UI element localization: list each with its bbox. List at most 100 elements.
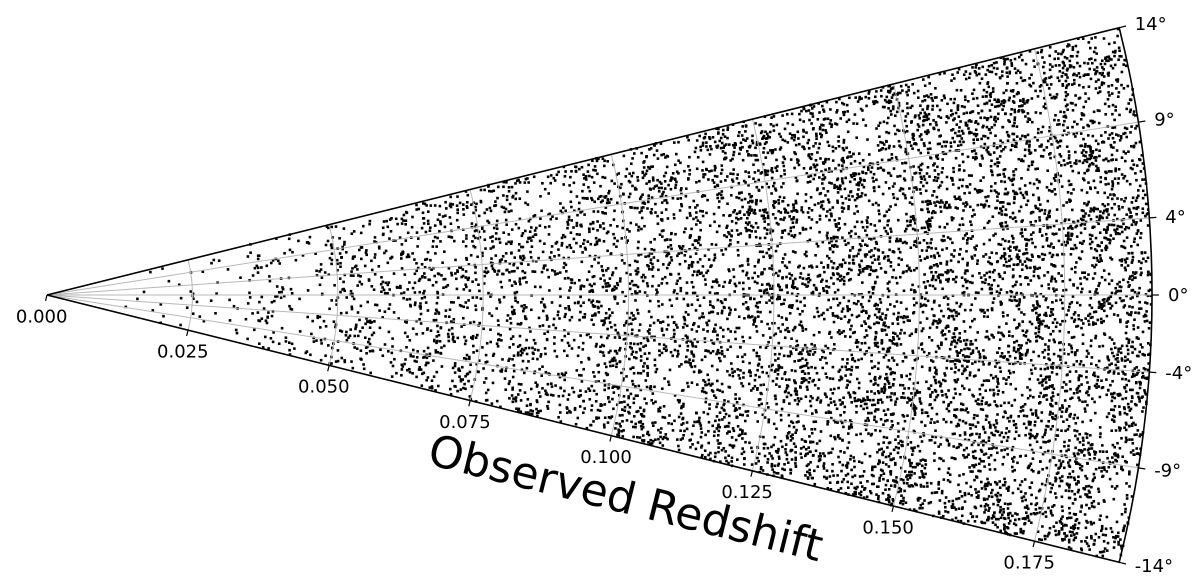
galaxy-point: [854, 96, 857, 99]
galaxy-point: [513, 291, 517, 295]
galaxy-point: [980, 487, 984, 490]
galaxy-point: [1013, 479, 1017, 482]
galaxy-point: [767, 223, 770, 226]
galaxy-point: [869, 326, 872, 330]
galaxy-point: [529, 330, 532, 333]
galaxy-point: [794, 199, 798, 203]
galaxy-point: [717, 434, 720, 437]
galaxy-point: [1108, 460, 1111, 464]
galaxy-point: [869, 223, 873, 226]
galaxy-point: [642, 345, 645, 349]
galaxy-point: [1125, 127, 1129, 130]
galaxy-point: [377, 245, 381, 249]
galaxy-point: [698, 369, 701, 372]
galaxy-point: [643, 276, 647, 279]
galaxy-point: [976, 191, 980, 194]
galaxy-point: [510, 270, 514, 273]
galaxy-point: [663, 187, 667, 190]
galaxy-point: [824, 129, 827, 132]
galaxy-point: [998, 291, 1001, 295]
galaxy-point: [828, 481, 832, 484]
galaxy-point: [1011, 89, 1015, 92]
galaxy-point: [1035, 434, 1038, 438]
galaxy-point: [1083, 276, 1086, 279]
galaxy-point: [886, 479, 889, 483]
galaxy-point: [1024, 353, 1028, 357]
galaxy-point: [999, 493, 1002, 497]
galaxy-point: [986, 482, 989, 486]
galaxy-point: [502, 194, 505, 197]
galaxy-point: [983, 102, 986, 106]
galaxy-point: [1009, 257, 1013, 261]
galaxy-point: [544, 352, 547, 356]
galaxy-point: [468, 357, 471, 361]
galaxy-point: [974, 248, 977, 251]
galaxy-point: [1075, 162, 1078, 165]
galaxy-point: [693, 291, 697, 295]
galaxy-point: [881, 312, 884, 315]
galaxy-point: [550, 385, 554, 388]
galaxy-point: [475, 362, 478, 366]
galaxy-point: [595, 417, 598, 420]
galaxy-point: [563, 235, 567, 239]
galaxy-point: [1040, 84, 1043, 87]
galaxy-point: [1007, 344, 1010, 348]
galaxy-point: [810, 153, 814, 156]
galaxy-point: [747, 263, 750, 266]
galaxy-point: [826, 210, 829, 213]
galaxy-point: [1143, 251, 1147, 254]
galaxy-point: [768, 299, 771, 302]
galaxy-point: [723, 402, 726, 405]
galaxy-point: [713, 185, 717, 189]
galaxy-point: [640, 275, 644, 279]
galaxy-point: [1054, 529, 1057, 533]
galaxy-point: [985, 199, 988, 203]
galaxy-point: [774, 332, 777, 336]
galaxy-point: [888, 158, 892, 162]
galaxy-point: [652, 439, 655, 443]
galaxy-point: [697, 325, 700, 328]
galaxy-point: [994, 365, 997, 368]
galaxy-point: [1055, 232, 1058, 236]
galaxy-point: [929, 147, 932, 150]
galaxy-point: [1030, 224, 1033, 227]
galaxy-point: [1010, 404, 1014, 407]
galaxy-point: [934, 435, 938, 439]
galaxy-point: [1106, 55, 1109, 59]
galaxy-point: [1026, 120, 1029, 123]
galaxy-point: [925, 249, 928, 252]
galaxy-point: [810, 218, 814, 221]
galaxy-point: [777, 462, 781, 466]
galaxy-point: [608, 400, 611, 404]
galaxy-point: [720, 164, 724, 167]
galaxy-point: [707, 319, 711, 323]
galaxy-point: [956, 197, 960, 200]
galaxy-point: [500, 258, 504, 261]
galaxy-point: [336, 349, 340, 352]
galaxy-point: [955, 497, 958, 501]
galaxy-point: [815, 134, 818, 138]
galaxy-point: [544, 389, 547, 393]
galaxy-point: [1107, 71, 1111, 75]
galaxy-point: [924, 297, 927, 301]
galaxy-point: [935, 123, 938, 127]
galaxy-point: [1133, 318, 1136, 321]
galaxy-point: [1097, 169, 1100, 172]
galaxy-point: [846, 446, 849, 450]
galaxy-point: [721, 418, 724, 421]
galaxy-point: [845, 103, 849, 107]
galaxy-point: [659, 431, 662, 434]
galaxy-point: [392, 311, 396, 314]
galaxy-point: [928, 369, 932, 372]
galaxy-point: [440, 274, 443, 277]
galaxy-point: [709, 451, 712, 455]
galaxy-point: [1064, 389, 1067, 393]
galaxy-point: [961, 384, 964, 388]
galaxy-point: [995, 361, 999, 365]
galaxy-point: [1010, 64, 1014, 67]
galaxy-point: [588, 398, 592, 401]
galaxy-point: [1003, 180, 1007, 184]
galaxy-point: [727, 454, 730, 457]
galaxy-point: [1019, 292, 1023, 295]
galaxy-point: [861, 171, 865, 174]
